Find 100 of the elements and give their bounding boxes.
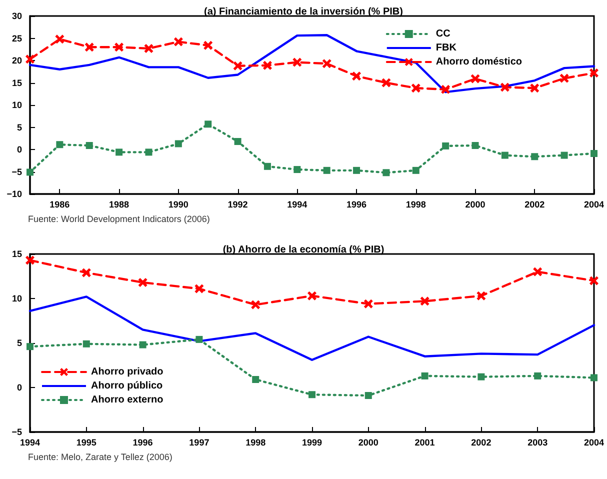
point <box>382 78 391 88</box>
point <box>560 152 568 159</box>
point <box>421 372 428 380</box>
source-note: Fuente: World Development Indicators (2006) <box>27 213 211 226</box>
point <box>294 166 301 174</box>
point <box>441 84 450 94</box>
x-tick-label: 2004 <box>584 438 604 448</box>
point <box>530 84 540 93</box>
point <box>139 341 146 348</box>
y-tick-label: 0 <box>16 144 22 154</box>
point <box>116 148 123 156</box>
point <box>204 40 213 50</box>
point <box>500 82 510 92</box>
point <box>560 74 569 83</box>
x-tick-label: 1998 <box>246 438 266 448</box>
point <box>145 148 152 156</box>
point <box>138 278 148 287</box>
point <box>534 372 542 380</box>
y-tick-label: 25 <box>12 33 22 44</box>
point <box>26 343 34 350</box>
point <box>323 166 330 174</box>
y-tick-label: −5 <box>12 427 22 437</box>
y-tick-label: 20 <box>12 56 22 66</box>
y-tick-label: 0 <box>16 382 22 392</box>
x-tick-label: 1994 <box>287 200 308 210</box>
x-tick-label: 1999 <box>302 438 322 448</box>
point <box>204 120 212 128</box>
x-tick-label: 2004 <box>584 200 604 210</box>
y-tick-label: 10 <box>12 294 22 304</box>
x-tick-label: 1988 <box>109 200 130 210</box>
x-tick-label: 1992 <box>228 200 248 210</box>
point <box>56 141 64 148</box>
x-tick-label: 1996 <box>346 200 367 210</box>
point <box>234 138 242 145</box>
point <box>307 291 316 300</box>
point <box>264 162 271 170</box>
point <box>478 373 485 380</box>
point <box>476 291 486 300</box>
legend-label: Ahorro público <box>91 380 163 392</box>
point <box>262 60 272 70</box>
point <box>194 284 204 294</box>
point <box>82 268 91 278</box>
point <box>364 299 373 308</box>
point <box>589 68 598 78</box>
point <box>292 58 302 67</box>
point <box>86 142 93 149</box>
point <box>364 392 372 400</box>
point <box>114 42 124 52</box>
point <box>412 166 420 174</box>
point <box>174 37 183 46</box>
point <box>174 140 182 148</box>
point <box>533 267 542 276</box>
legend-label: Ahorro doméstico <box>436 56 522 68</box>
point <box>252 376 260 383</box>
point <box>26 54 34 64</box>
point <box>472 142 479 149</box>
legend-label: CC <box>436 28 450 40</box>
point <box>501 152 508 159</box>
legend-label: FBK <box>436 42 458 54</box>
point <box>196 336 203 343</box>
line-series <box>28 296 596 362</box>
x-tick-label: 1990 <box>168 200 188 210</box>
x-tick-label: 1986 <box>50 200 70 210</box>
x-tick-label: 1995 <box>76 438 96 448</box>
y-tick-label: 15 <box>12 249 22 259</box>
legend-label: Ahorro externo <box>91 394 164 406</box>
point <box>590 374 598 382</box>
point <box>82 340 90 348</box>
point <box>531 153 538 160</box>
y-tick-label: 5 <box>16 122 22 132</box>
x-tick-label: 2001 <box>414 438 435 448</box>
point <box>382 169 390 176</box>
y-tick-label: 5 <box>16 338 22 348</box>
point <box>251 300 260 310</box>
x-tick-label: 2000 <box>358 438 378 448</box>
x-tick-label: 2003 <box>528 438 548 448</box>
x-tick-label: 2000 <box>465 200 486 210</box>
x-tick-label: 1997 <box>189 438 210 448</box>
x-tick-label: 2002 <box>524 200 545 210</box>
point <box>308 391 316 398</box>
point <box>352 72 362 81</box>
x-tick-label: 1994 <box>20 438 40 448</box>
x-tick-label: 1996 <box>132 438 153 448</box>
y-tick-label: −10 <box>6 189 22 199</box>
point <box>26 168 34 176</box>
point <box>233 61 242 70</box>
y-tick-label: −5 <box>12 166 22 177</box>
x-tick-label: 2002 <box>471 438 492 448</box>
y-tick-label: 10 <box>12 100 22 110</box>
point <box>590 150 598 158</box>
source-note: Fuente: Melo, Zarate y Tellez (2006) <box>27 451 174 464</box>
point <box>442 142 450 150</box>
y-tick-label: 30 <box>12 11 22 21</box>
point <box>470 74 480 84</box>
point <box>411 84 420 93</box>
point <box>55 34 64 44</box>
point <box>420 296 430 306</box>
y-tick-label: 15 <box>12 78 22 88</box>
point <box>589 276 598 286</box>
x-tick-label: 1998 <box>406 200 426 210</box>
